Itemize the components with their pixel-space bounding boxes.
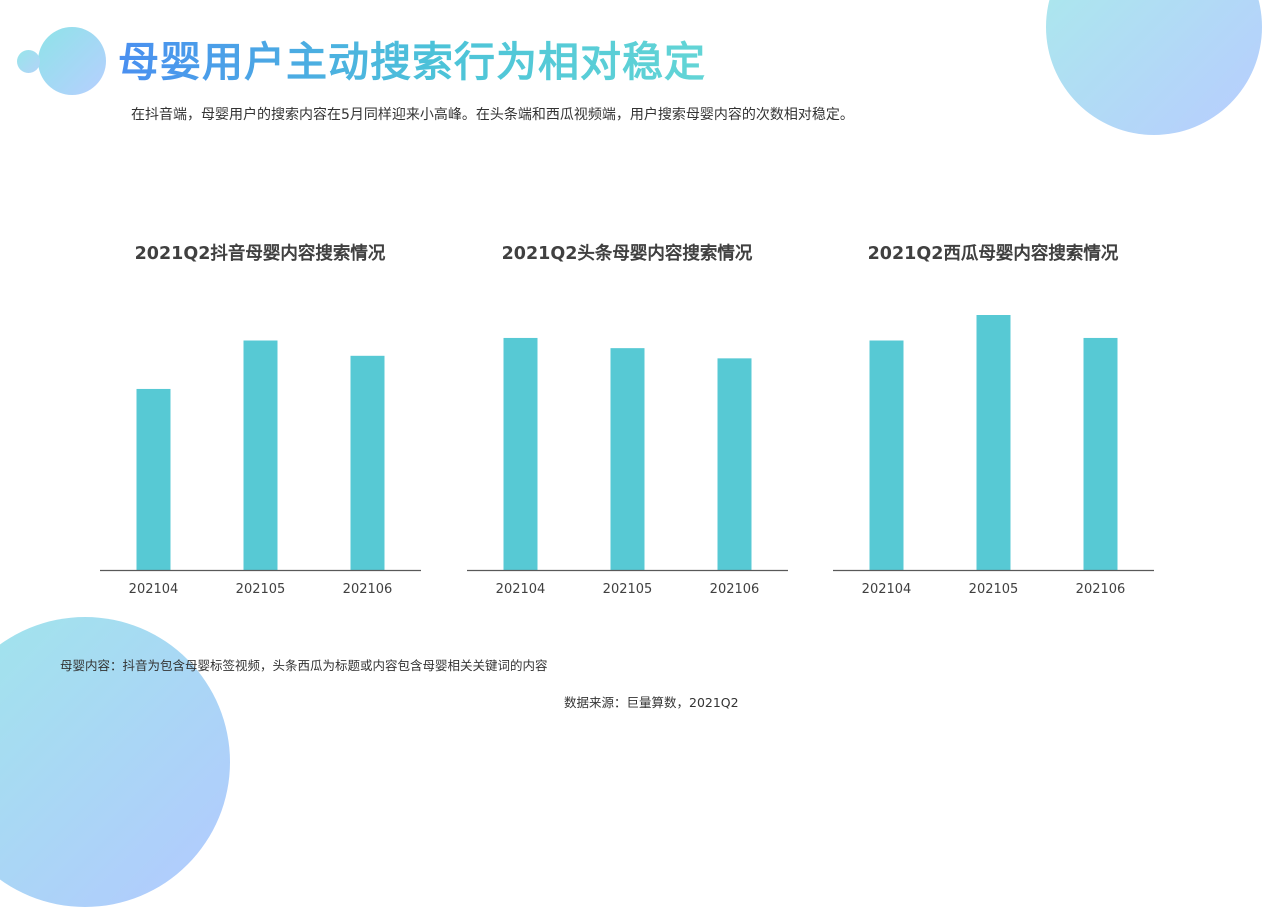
bar-202104	[503, 337, 538, 570]
chart-douyin: 202104 202105 202106	[100, 340, 421, 597]
x-tick-label: 202105	[603, 582, 653, 597]
bar-202106	[717, 358, 752, 570]
x-tick-label: 202104	[129, 582, 179, 597]
bar-202105	[976, 315, 1011, 570]
x-tick-label: 202104	[862, 582, 912, 597]
decorative-circle-top-right	[1046, 0, 1262, 135]
page-title: 母婴用户主动搜索行为相对稳定	[118, 38, 706, 86]
chart-title-xigua: 2021Q2西瓜母婴内容搜索情况	[867, 244, 1119, 264]
chart-toutiao: 202104 202105 202106	[467, 337, 788, 597]
footnote: 母婴内容：抖音为包含母婴标签视频，头条西瓜为标题或内容包含母婴相关关键词的内容	[60, 658, 548, 673]
bar-202104	[136, 388, 171, 570]
title-bullet-large-circle	[38, 27, 106, 95]
data-source: 数据来源：巨量算数，2021Q2	[564, 695, 739, 710]
x-tick-label: 202105	[969, 582, 1019, 597]
x-tick-label: 202106	[343, 582, 393, 597]
x-tick-label: 202106	[1076, 582, 1126, 597]
x-tick-label: 202105	[236, 582, 286, 597]
chart-title-toutiao: 2021Q2头条母婴内容搜索情况	[501, 244, 753, 264]
bar-202106	[350, 355, 385, 570]
bar-202105	[243, 340, 278, 570]
bar-202105	[610, 348, 645, 570]
x-tick-label: 202104	[496, 582, 546, 597]
x-tick-label: 202106	[710, 582, 760, 597]
bar-202104	[869, 340, 904, 570]
title-bullet-small-circle	[17, 50, 40, 73]
chart-xigua: 202104 202105 202106	[833, 315, 1154, 597]
chart-title-douyin: 2021Q2抖音母婴内容搜索情况	[134, 244, 386, 264]
bar-202106	[1083, 337, 1118, 570]
page-subtitle: 在抖音端，母婴用户的搜索内容在5月同样迎来小高峰。在头条端和西瓜视频端，用户搜索…	[131, 107, 854, 123]
